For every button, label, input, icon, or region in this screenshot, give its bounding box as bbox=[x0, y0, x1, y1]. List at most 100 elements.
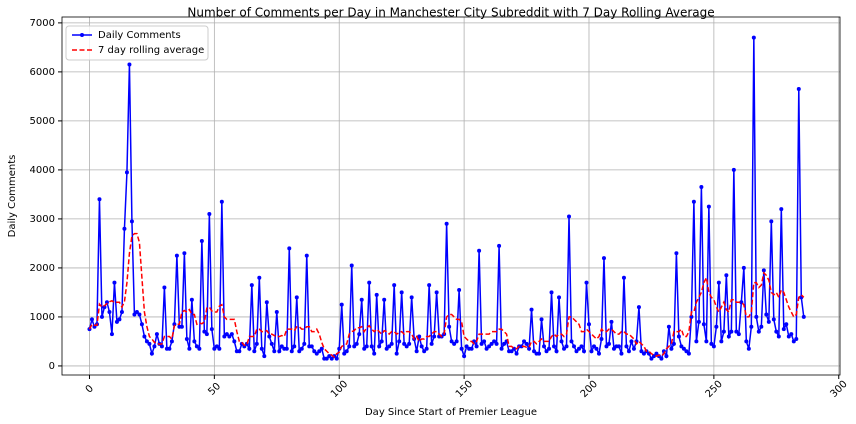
data-point bbox=[197, 346, 202, 351]
data-point bbox=[377, 344, 382, 349]
data-point bbox=[641, 351, 646, 356]
data-point bbox=[701, 322, 706, 327]
data-point bbox=[676, 334, 681, 339]
y-tick-label: 6000 bbox=[30, 67, 55, 78]
data-point bbox=[259, 346, 264, 351]
data-point bbox=[364, 344, 369, 349]
data-point bbox=[499, 346, 504, 351]
data-point bbox=[779, 207, 784, 212]
data-point bbox=[469, 346, 474, 351]
data-point bbox=[616, 344, 621, 349]
data-point bbox=[664, 354, 669, 359]
legend-label: 7 day rolling average bbox=[98, 45, 204, 56]
data-point bbox=[349, 263, 354, 268]
data-point bbox=[179, 324, 184, 329]
y-tick-label: 4000 bbox=[30, 165, 55, 176]
data-point bbox=[631, 346, 636, 351]
x-tick-label: 200 bbox=[579, 379, 600, 400]
data-point bbox=[554, 349, 559, 354]
data-point bbox=[362, 346, 367, 351]
data-point bbox=[249, 283, 254, 288]
data-point bbox=[199, 238, 204, 243]
data-point bbox=[402, 341, 407, 346]
y-tick-label: 5000 bbox=[30, 116, 55, 127]
data-point bbox=[372, 351, 377, 356]
data-point bbox=[741, 265, 746, 270]
data-point bbox=[716, 280, 721, 285]
data-point bbox=[759, 324, 764, 329]
data-point bbox=[599, 336, 604, 341]
data-point bbox=[342, 351, 347, 356]
data-point bbox=[119, 310, 124, 315]
data-point bbox=[581, 349, 586, 354]
data-point bbox=[589, 349, 594, 354]
data-point bbox=[776, 334, 781, 339]
data-point bbox=[337, 346, 342, 351]
y-tick-label: 7000 bbox=[30, 18, 55, 29]
data-point bbox=[719, 339, 724, 344]
series-line bbox=[88, 37, 805, 361]
y-tick-label: 1000 bbox=[30, 312, 55, 323]
data-point bbox=[264, 300, 269, 305]
data-point bbox=[159, 344, 164, 349]
data-point bbox=[139, 322, 144, 327]
data-point bbox=[309, 344, 314, 349]
data-point bbox=[489, 341, 494, 346]
data-point bbox=[694, 339, 699, 344]
data-point bbox=[579, 344, 584, 349]
data-point bbox=[254, 341, 259, 346]
data-point bbox=[497, 243, 502, 248]
data-point bbox=[669, 346, 674, 351]
x-tick-label: 0 bbox=[84, 383, 96, 395]
data-point bbox=[207, 212, 212, 217]
data-point bbox=[277, 349, 282, 354]
data-point bbox=[492, 339, 497, 344]
data-point bbox=[502, 341, 507, 346]
plot-frame bbox=[61, 16, 841, 376]
data-point bbox=[117, 317, 122, 322]
data-point bbox=[494, 341, 499, 346]
data-point bbox=[107, 310, 112, 315]
data-point bbox=[734, 329, 739, 334]
data-point bbox=[317, 349, 322, 354]
data-point bbox=[214, 344, 219, 349]
data-point bbox=[407, 341, 412, 346]
data-point bbox=[357, 332, 362, 337]
data-point bbox=[584, 280, 589, 285]
data-point bbox=[109, 332, 114, 337]
data-point bbox=[222, 334, 227, 339]
series-line bbox=[88, 232, 805, 359]
data-point bbox=[409, 295, 414, 300]
chart-title: Number of Comments per Day in Manchester… bbox=[187, 6, 714, 20]
data-point bbox=[577, 346, 582, 351]
data-point bbox=[189, 297, 194, 302]
data-point bbox=[786, 334, 791, 339]
data-point bbox=[422, 349, 427, 354]
data-point bbox=[699, 185, 704, 190]
data-point bbox=[112, 280, 117, 285]
data-point bbox=[704, 339, 709, 344]
data-point bbox=[359, 297, 364, 302]
data-point bbox=[89, 317, 94, 322]
data-point bbox=[784, 322, 789, 327]
data-point bbox=[204, 332, 209, 337]
data-point bbox=[477, 248, 482, 253]
data-point bbox=[789, 332, 794, 337]
data-point bbox=[424, 346, 429, 351]
data-point bbox=[302, 341, 307, 346]
x-tick-label: 150 bbox=[454, 379, 475, 400]
data-point bbox=[464, 344, 469, 349]
data-point bbox=[344, 349, 349, 354]
data-point bbox=[392, 283, 397, 288]
data-point bbox=[619, 351, 624, 356]
data-point bbox=[609, 319, 614, 324]
data-point bbox=[209, 327, 214, 332]
x-axis-label: Day Since Start of Premier League bbox=[365, 407, 537, 418]
data-point bbox=[299, 346, 304, 351]
data-point bbox=[487, 344, 492, 349]
data-point bbox=[781, 327, 786, 332]
data-point bbox=[382, 297, 387, 302]
data-point bbox=[187, 346, 192, 351]
x-tick-label: 300 bbox=[828, 379, 849, 400]
data-point bbox=[606, 341, 611, 346]
